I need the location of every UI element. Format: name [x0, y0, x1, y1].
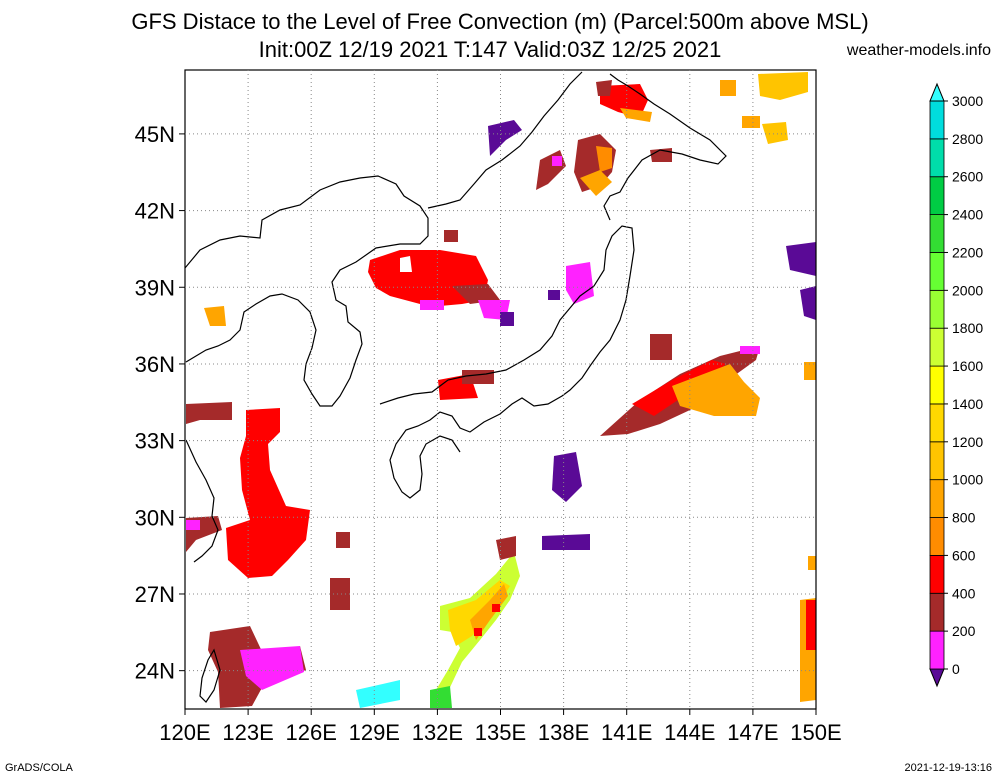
colorbar-segment	[929, 517, 945, 556]
lat-tick-label: 39N	[135, 275, 175, 300]
colorbar-label: 1400	[952, 396, 983, 412]
lon-tick-label: 147E	[727, 720, 778, 745]
colorbar-segment	[929, 252, 945, 291]
colorbar-label: 200	[952, 623, 976, 639]
map-title: GFS Distace to the Level of Free Convect…	[131, 9, 869, 34]
lon-tick-label: 120E	[159, 720, 210, 745]
colorbar-label: 2600	[952, 169, 983, 185]
credit-label: GrADS/COLA	[5, 762, 73, 774]
colorbar-segment	[929, 441, 945, 481]
timestamp-label: 2021-12-19-13:16	[904, 762, 992, 774]
lon-tick-label: 135E	[475, 720, 526, 745]
colorbar-segment	[929, 176, 945, 216]
colorbar-label: 0	[952, 661, 960, 677]
colorbar-label: 3000	[952, 93, 983, 109]
lon-tick-label: 123E	[222, 720, 273, 745]
colorbar-label: 800	[952, 510, 976, 526]
lon-tick-label: 141E	[601, 720, 652, 745]
colorbar-segment	[929, 327, 945, 367]
colorbar-segment	[929, 555, 945, 594]
colorbar-label: 1800	[952, 320, 983, 336]
colorbar-label: 1600	[952, 358, 983, 374]
lat-tick-label: 27N	[135, 582, 175, 607]
lat-tick-label: 45N	[135, 122, 175, 147]
colorbar-segment	[929, 100, 945, 140]
latitude-labels: 24N 27N 30N 33N 36N 39N 42N 45N	[135, 122, 185, 684]
site-label: weather-models.info	[846, 42, 991, 59]
coastline-layer	[185, 71, 727, 703]
lon-tick-label: 126E	[286, 720, 337, 745]
lon-tick-label: 132E	[412, 720, 463, 745]
lon-tick-label: 144E	[664, 720, 715, 745]
map-subtitle: Init:00Z 12/19 2021 T:147 Valid:03Z 12/2…	[258, 37, 722, 62]
colorbar-segment	[929, 138, 945, 178]
colorbar-label: 2400	[952, 207, 983, 223]
colorbar-label: 2800	[952, 131, 983, 147]
colorbar-label: 400	[952, 585, 976, 601]
colorbar-label: 1200	[952, 434, 983, 450]
colorbar-label: 600	[952, 547, 976, 563]
lon-tick-label: 129E	[349, 720, 400, 745]
colorbar-segment	[929, 592, 945, 632]
colorbar-label: 1000	[952, 472, 983, 488]
lat-tick-label: 36N	[135, 352, 175, 377]
colorbar-segment	[929, 403, 945, 443]
colorbar-segment	[929, 214, 945, 253]
colorbar-segment	[929, 289, 945, 329]
colorbar-segment	[929, 630, 945, 670]
lfc-field	[186, 72, 816, 708]
longitude-labels: 120E 123E 126E 129E 132E 135E 138E 141E 144E 147E…	[159, 709, 842, 745]
colorbar-label: 2000	[952, 282, 983, 298]
colorbar: 0 200 400 600 800 1000 1200 1400 1600 1800 2000 220…	[929, 82, 983, 688]
lat-tick-label: 30N	[135, 505, 175, 530]
lat-tick-label: 33N	[135, 429, 175, 454]
lat-tick-label: 42N	[135, 199, 175, 224]
colorbar-min-arrow	[929, 668, 945, 688]
colorbar-max-arrow	[929, 82, 945, 102]
colorbar-segment	[929, 365, 945, 405]
lat-tick-label: 24N	[135, 659, 175, 684]
lon-tick-label: 138E	[538, 720, 589, 745]
graticule	[185, 70, 816, 709]
colorbar-segment	[929, 479, 945, 518]
colorbar-label: 2200	[952, 244, 983, 260]
lon-tick-label: 150E	[790, 720, 841, 745]
